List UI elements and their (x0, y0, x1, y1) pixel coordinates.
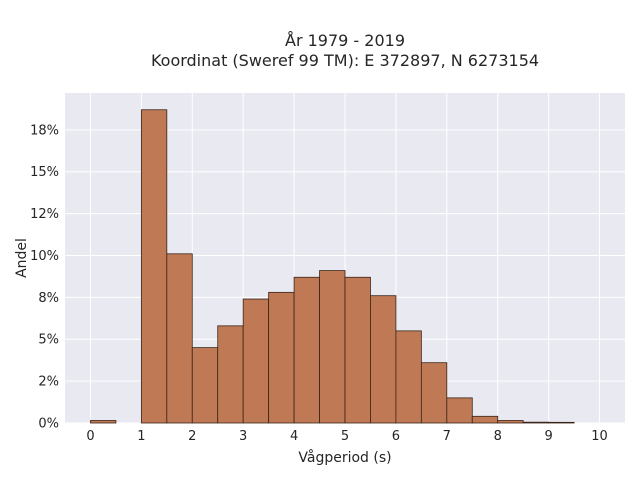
y-tick-label-1: 2% (38, 375, 59, 390)
bar-3 (191, 347, 219, 424)
bar-10 (370, 295, 397, 424)
y-axis-label: Andel (14, 238, 30, 278)
bar-6 (268, 291, 295, 424)
chart-title-line1: År 1979 - 2019 (285, 31, 405, 50)
bar-13 (446, 397, 473, 424)
bar-4 (217, 325, 244, 424)
y-tick-label-7: 18% (30, 123, 59, 138)
x-tick-label-6: 6 (392, 429, 400, 444)
x-tick-label-4: 4 (290, 429, 298, 444)
bar-8 (319, 270, 346, 424)
bar-9 (344, 276, 371, 424)
y-tick-label-6: 15% (30, 165, 59, 180)
bar-1 (140, 109, 168, 424)
x-tick-label-7: 7 (443, 429, 451, 444)
bar-7 (293, 276, 320, 424)
bar-2 (166, 253, 193, 424)
x-tick-label-5: 5 (341, 429, 349, 444)
x-tick-label-3: 3 (239, 429, 247, 444)
y-tick-label-2: 5% (38, 333, 59, 348)
bar-16 (522, 421, 550, 424)
x-tick-label-10: 10 (591, 429, 608, 444)
x-tick-label-2: 2 (188, 429, 196, 444)
bar-15 (497, 420, 524, 424)
bar-11 (395, 330, 422, 424)
x-tick-label-0: 0 (86, 429, 94, 444)
y-tick-label-5: 12% (30, 207, 59, 222)
bars (90, 109, 575, 424)
y-tick-label-4: 10% (30, 249, 59, 264)
bar-0 (90, 420, 117, 424)
x-tick-label-9: 9 (544, 429, 552, 444)
bar-5 (242, 298, 270, 424)
y-tick-label-0: 0% (38, 417, 59, 432)
bar-17 (548, 421, 575, 424)
x-tick-label-1: 1 (137, 429, 145, 444)
y-axis-ticks: 0% 2% 5% 8% 10% 12% 15% 18% (30, 123, 59, 431)
y-tick-label-3: 8% (38, 291, 59, 306)
x-axis-label: Vågperiod (s) (298, 449, 391, 466)
bar-12 (420, 362, 448, 424)
x-tick-label-8: 8 (494, 429, 502, 444)
bar-14 (471, 415, 499, 424)
x-axis-ticks: 0 1 2 3 4 5 6 7 8 9 10 (86, 429, 608, 444)
chart-title-line2: Koordinat (Sweref 99 TM): E 372897, N 62… (151, 51, 539, 70)
